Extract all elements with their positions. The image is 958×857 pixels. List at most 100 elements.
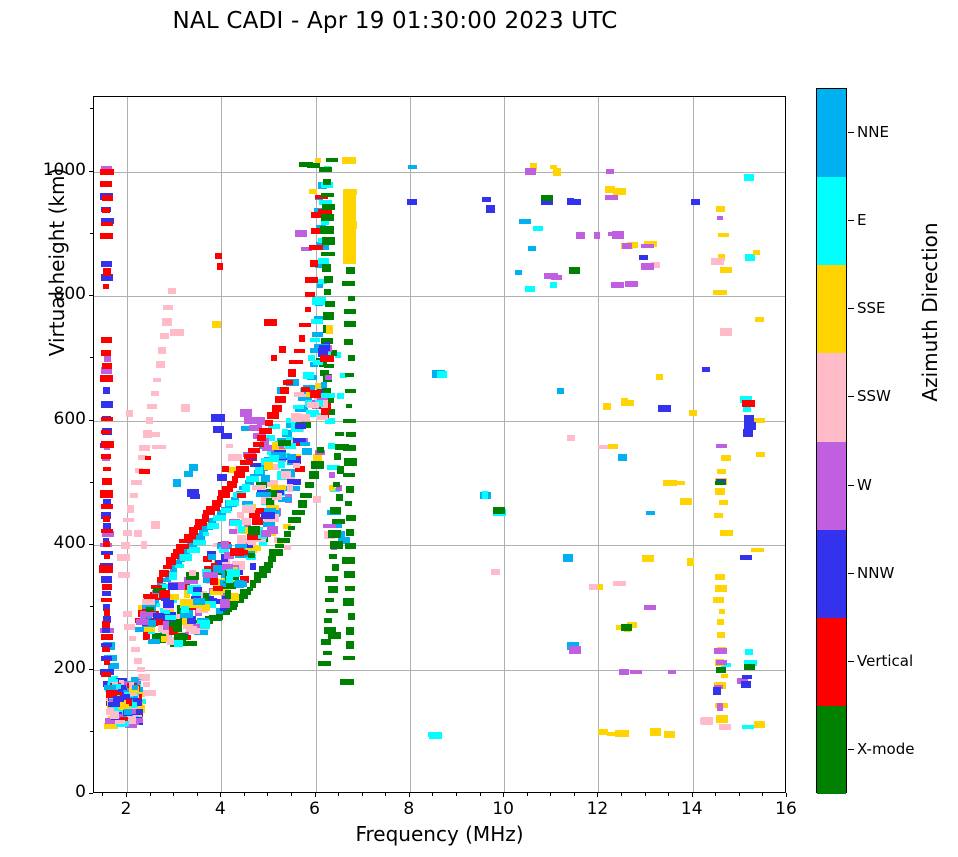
data-point [752, 418, 766, 424]
data-point [159, 608, 170, 615]
gridline-horizontal [94, 171, 785, 173]
data-point [193, 525, 202, 531]
data-point [716, 443, 728, 448]
data-point [300, 492, 313, 498]
data-point [222, 486, 234, 493]
data-point [143, 430, 153, 439]
data-point [540, 194, 553, 201]
gridline-vertical [315, 97, 317, 792]
data-point [701, 367, 710, 373]
data-point [598, 444, 609, 449]
data-point [319, 200, 333, 206]
data-point [721, 673, 729, 678]
data-point [102, 647, 111, 653]
data-point [343, 598, 355, 607]
data-point [283, 545, 291, 551]
data-point [237, 534, 247, 544]
data-point [756, 451, 766, 457]
data-point [99, 564, 114, 573]
data-point [323, 524, 337, 529]
data-point [220, 604, 228, 611]
data-point [283, 379, 294, 385]
data-point [617, 454, 627, 462]
data-point [166, 636, 174, 645]
y-tick [89, 668, 93, 670]
data-point [217, 262, 224, 270]
x-tick-minor [456, 793, 457, 796]
colorbar-segment [817, 529, 846, 618]
data-point [594, 231, 601, 239]
data-point [260, 438, 270, 446]
data-point [331, 518, 345, 524]
data-point [320, 639, 331, 646]
data-point [343, 259, 356, 265]
colorbar-segment [817, 265, 846, 354]
data-point [135, 467, 144, 473]
data-point [295, 230, 308, 238]
data-point [220, 598, 231, 608]
data-point [103, 537, 110, 543]
data-point [293, 404, 305, 409]
data-point [328, 586, 339, 594]
data-point [187, 616, 197, 625]
data-point [310, 348, 322, 354]
colorbar-tick [848, 308, 854, 310]
data-point [320, 393, 335, 398]
colorbar-label-nnw: NNW [857, 563, 895, 582]
data-point [322, 263, 332, 272]
y-tick [89, 170, 93, 172]
data-point [321, 217, 329, 226]
data-point [322, 237, 336, 246]
data-point [544, 273, 559, 280]
data-point [102, 628, 111, 634]
data-point [221, 587, 230, 593]
data-point [219, 583, 226, 588]
data-point [257, 435, 267, 442]
data-point [605, 185, 616, 193]
gridline-vertical [504, 97, 506, 792]
data-point [346, 485, 355, 493]
data-point [745, 254, 756, 262]
data-point [308, 355, 316, 362]
data-point [246, 533, 261, 540]
data-point [319, 226, 334, 235]
data-point [217, 495, 224, 503]
data-point [317, 347, 328, 357]
data-point [717, 469, 727, 475]
data-point [714, 512, 724, 518]
data-point [226, 593, 240, 602]
data-point [226, 569, 240, 578]
data-point [570, 198, 582, 205]
data-point [101, 550, 114, 555]
data-point [259, 462, 269, 471]
data-point [314, 157, 321, 163]
data-point [312, 360, 323, 366]
data-point [310, 389, 322, 398]
data-point [101, 194, 113, 201]
data-point [322, 178, 331, 185]
data-point [305, 409, 319, 417]
gridline-vertical [127, 97, 128, 792]
colorbar-label-x-mode: X-mode [857, 739, 915, 758]
data-point [568, 645, 581, 654]
y-tick-minor [90, 108, 93, 110]
data-point [344, 388, 356, 393]
data-point [552, 167, 561, 176]
data-point [102, 621, 111, 629]
data-point [263, 508, 276, 514]
data-point [230, 600, 239, 608]
data-point [294, 465, 305, 472]
data-point [203, 510, 216, 516]
data-point [300, 247, 312, 252]
data-point [119, 679, 125, 687]
data-point [743, 664, 755, 671]
data-point [121, 713, 128, 721]
data-point [605, 195, 619, 201]
data-point [613, 581, 627, 587]
y-axis-title: Virtual height (km) [45, 167, 69, 357]
data-point [143, 626, 155, 632]
data-point [131, 685, 138, 691]
data-point [135, 619, 149, 626]
data-point [266, 480, 278, 488]
data-point [615, 729, 629, 737]
